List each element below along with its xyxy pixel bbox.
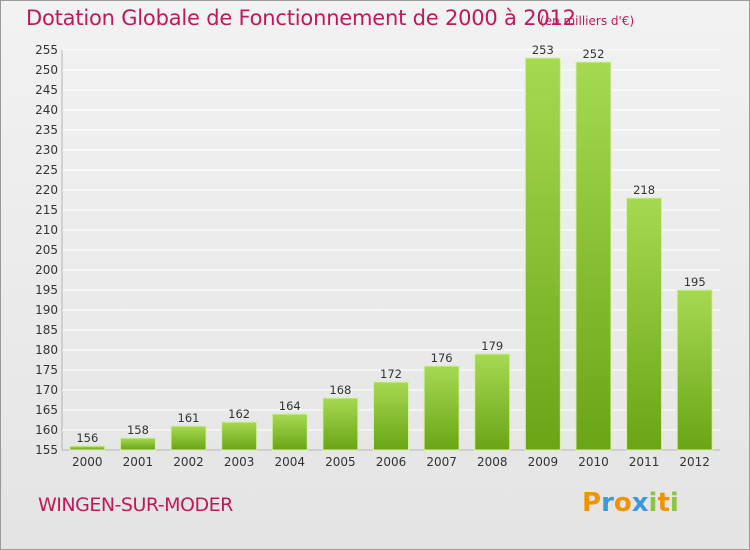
y-tick-label: 255	[35, 43, 58, 57]
bar-2006[interactable]	[373, 381, 409, 451]
x-tick-label-2000: 2000	[72, 455, 103, 469]
x-tick-label-2008: 2008	[477, 455, 508, 469]
chart-title: Dotation Globale de Fonctionnement de 20…	[26, 6, 576, 30]
data-label-2009: 253	[532, 43, 554, 57]
y-tick-label: 245	[35, 83, 58, 97]
bar-2000[interactable]	[69, 445, 106, 451]
logo-letter: x	[631, 488, 649, 518]
y-tick-label: 205	[35, 243, 58, 257]
logo-letter: r	[601, 488, 614, 518]
commune-name: WINGEN-SUR-MODER	[38, 494, 233, 516]
chart-subtitle: (en milliers d'€)	[540, 14, 635, 28]
y-tick-label: 220	[35, 183, 58, 197]
x-tick-label-2010: 2010	[578, 455, 609, 469]
data-label-2007: 176	[431, 351, 453, 365]
y-tick-label: 185	[35, 323, 58, 337]
bar-2005[interactable]	[322, 397, 359, 451]
data-label-2008: 179	[481, 339, 503, 353]
x-tick-label-2001: 2001	[123, 455, 154, 469]
y-tick-label: 225	[35, 163, 58, 177]
y-tick-label: 235	[35, 123, 58, 137]
bar-2009[interactable]	[524, 57, 561, 451]
data-label-2000: 156	[76, 431, 98, 445]
proxiti-logo[interactable]: Proxiti	[582, 488, 679, 518]
data-label-2010: 252	[582, 47, 604, 61]
logo-letter: i	[648, 488, 658, 518]
data-label-2004: 164	[279, 399, 301, 413]
y-tick-label: 210	[35, 223, 58, 237]
data-label-2011: 218	[633, 183, 655, 197]
data-label-2002: 161	[178, 411, 200, 425]
y-tick-label: 200	[35, 263, 58, 277]
data-label-2003: 162	[228, 407, 250, 421]
y-tick-label: 160	[35, 423, 58, 437]
y-tick-label: 250	[35, 63, 58, 77]
bar-2001[interactable]	[119, 437, 156, 451]
bar-2004[interactable]	[271, 413, 308, 451]
y-tick-label: 180	[35, 343, 58, 357]
y-tick-label: 190	[35, 303, 58, 317]
y-tick-label: 175	[35, 363, 58, 377]
y-tick-label: 165	[35, 403, 58, 417]
x-tick-label-2003: 2003	[224, 455, 255, 469]
y-tick-label: 195	[35, 283, 58, 297]
x-tick-label-2009: 2009	[528, 455, 559, 469]
data-label-2001: 158	[127, 423, 149, 437]
y-tick-label: 240	[35, 103, 58, 117]
bar-2011[interactable]	[626, 197, 663, 451]
bar-2002[interactable]	[170, 425, 207, 451]
logo-letter: i	[669, 488, 679, 518]
x-tick-label-2006: 2006	[376, 455, 407, 469]
x-tick-label-2005: 2005	[325, 455, 356, 469]
bar-2012[interactable]	[676, 289, 713, 451]
bar-2010[interactable]	[575, 61, 612, 451]
data-label-2006: 172	[380, 367, 402, 381]
bar-2007[interactable]	[423, 365, 460, 451]
bar-2008[interactable]	[474, 353, 511, 451]
data-label-2012: 195	[684, 275, 706, 289]
x-tick-label-2002: 2002	[173, 455, 204, 469]
y-tick-label: 230	[35, 143, 58, 157]
x-tick-label-2004: 2004	[274, 455, 305, 469]
bar-2003[interactable]	[221, 421, 258, 451]
y-tick-label: 215	[35, 203, 58, 217]
data-label-2005: 168	[329, 383, 351, 397]
x-tick-label-2007: 2007	[426, 455, 457, 469]
x-tick-label-2011: 2011	[629, 455, 660, 469]
y-tick-label: 155	[35, 443, 58, 457]
x-tick-label-2012: 2012	[679, 455, 710, 469]
y-tick-label: 170	[35, 383, 58, 397]
logo-letter: o	[613, 488, 632, 518]
logo-letter: t	[657, 488, 670, 518]
logo-letter: P	[582, 488, 602, 518]
